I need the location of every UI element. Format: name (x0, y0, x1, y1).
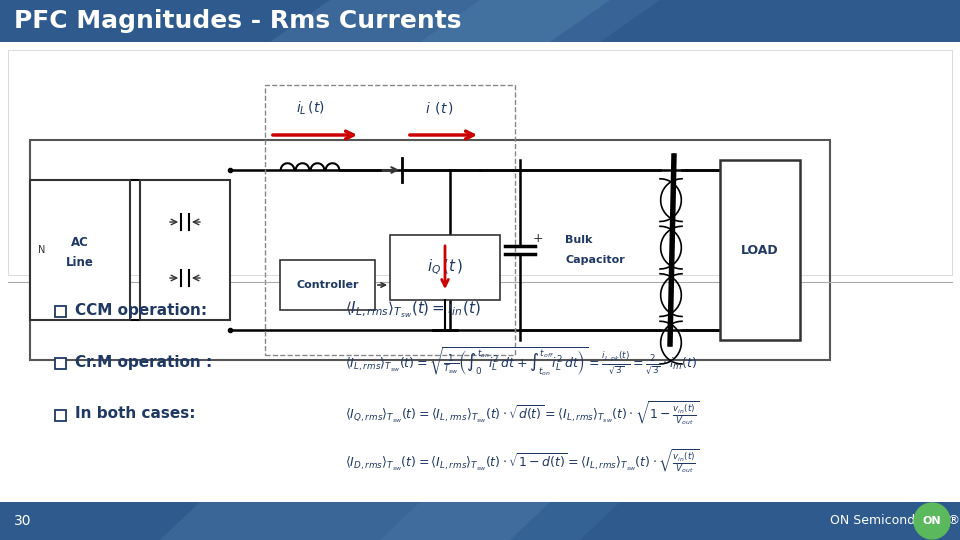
Bar (280, 260, 375, 310)
Text: N: N (38, 245, 45, 255)
Text: ON: ON (923, 516, 942, 526)
Bar (720, 160, 800, 340)
Bar (0, 0, 960, 42)
Bar (30, 180, 130, 320)
Polygon shape (380, 502, 620, 540)
Text: AC: AC (71, 235, 89, 248)
Bar (55, 410, 66, 421)
Text: Line: Line (66, 255, 94, 268)
Text: $i_Q\,(t\,)$: $i_Q\,(t\,)$ (427, 258, 464, 277)
Bar (8, 50, 952, 275)
Text: $i\;\,(t\,)$: $i\;\,(t\,)$ (425, 100, 455, 116)
Bar (55, 456, 66, 467)
Text: $\langle I_{D,rms}\rangle_{T_{sw}}(t) = \langle I_{L,rms}\rangle_{T_{sw}}(t)\cdo: $\langle I_{D,rms}\rangle_{T_{sw}}(t) = … (345, 448, 699, 476)
Bar (55, 358, 66, 369)
Bar (140, 180, 230, 320)
Text: Cr.M operation :: Cr.M operation : (75, 354, 212, 369)
Text: CCM operation:: CCM operation: (75, 302, 207, 318)
Text: +: + (533, 232, 543, 245)
Bar (30, 140, 830, 360)
Polygon shape (420, 0, 660, 42)
Text: 30: 30 (14, 514, 32, 528)
Bar (390, 235, 500, 300)
Bar (265, 85, 515, 355)
Text: LOAD: LOAD (741, 244, 779, 256)
Text: ON Semiconductor®: ON Semiconductor® (830, 515, 960, 528)
Text: In both cases:: In both cases: (75, 407, 196, 422)
Text: Capacitor: Capacitor (565, 255, 625, 265)
Bar (0, 502, 960, 540)
Text: $\langle I_{L,rms}\rangle_{T_{sw}}(t) = i_{in}(t)$: $\langle I_{L,rms}\rangle_{T_{sw}}(t) = … (345, 300, 481, 320)
Text: PFC Magnitudes - Rms Currents: PFC Magnitudes - Rms Currents (14, 9, 462, 33)
Text: $\langle I_{Q,rms}\rangle_{T_{sw}}(t) = \langle I_{L,rms}\rangle_{T_{sw}}(t)\cdo: $\langle I_{Q,rms}\rangle_{T_{sw}}(t) = … (345, 400, 699, 428)
Text: Bulk: Bulk (565, 235, 592, 245)
Polygon shape (270, 0, 610, 42)
Polygon shape (160, 502, 550, 540)
Text: $i_L\,(t)$: $i_L\,(t)$ (296, 99, 324, 117)
Circle shape (914, 503, 950, 539)
Bar (55, 306, 66, 317)
Text: $\langle I_{L,rms}\rangle_{T_{sw}}(t) = \sqrt{\frac{1}{T_{sw}}\left(\int_0^{t_{o: $\langle I_{L,rms}\rangle_{T_{sw}}(t) = … (345, 346, 697, 378)
Text: Controller: Controller (297, 280, 359, 290)
